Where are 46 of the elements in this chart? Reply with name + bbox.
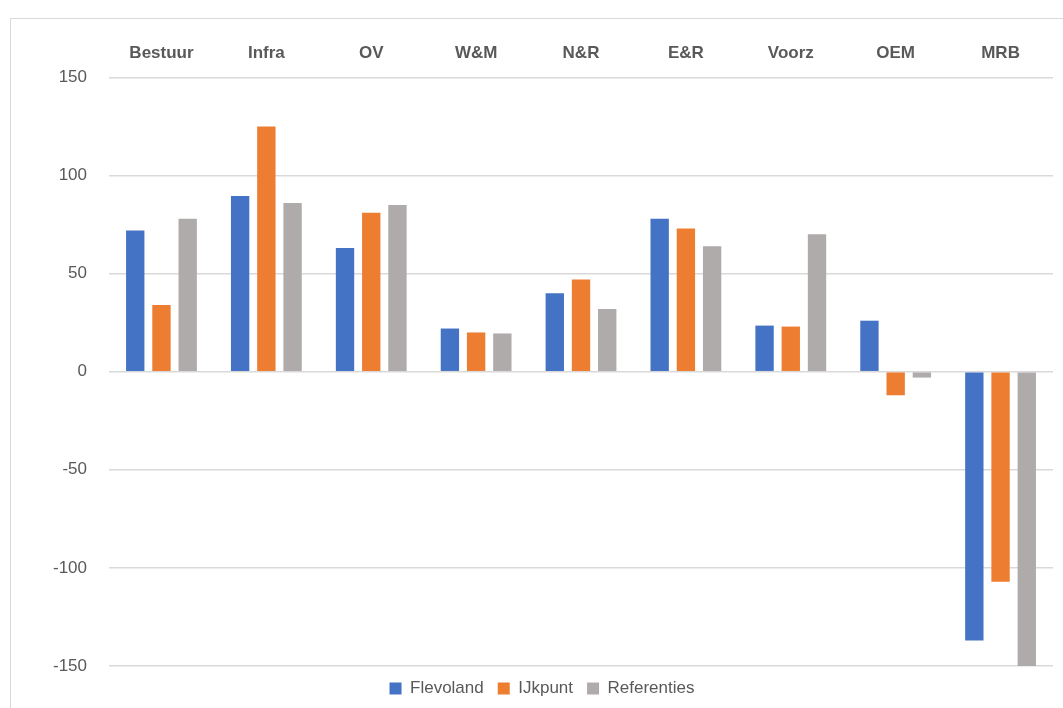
x-tick-label: N&R: [562, 42, 600, 62]
y-tick-label: 100: [58, 165, 88, 185]
bar: [362, 212, 381, 371]
y-tick-label: 0: [77, 361, 88, 381]
y-tick-label: -150: [52, 655, 88, 675]
legend-label: Referenties: [607, 678, 695, 698]
bar: [571, 279, 591, 371]
bar: [388, 204, 407, 371]
x-tick-label: Bestuur: [129, 42, 194, 62]
bar: [126, 230, 145, 371]
bar: [781, 326, 800, 371]
bar: [807, 234, 827, 371]
x-tick-label: E&R: [667, 42, 704, 62]
bar: [598, 308, 617, 371]
legend-label: Flevoland: [410, 678, 484, 698]
bar: [440, 328, 460, 371]
bar: [650, 218, 669, 371]
bar: [178, 218, 197, 371]
y-tick-label: -50: [62, 459, 88, 479]
y-tick-label: 50: [68, 263, 88, 283]
bar: [152, 304, 171, 371]
bar: [283, 202, 302, 371]
x-tick-label: W&M: [454, 42, 498, 62]
bar: [991, 372, 1010, 582]
bar: [493, 333, 512, 371]
x-tick-label: Infra: [247, 42, 286, 62]
bar: [466, 332, 486, 371]
bar: [257, 126, 276, 371]
bar: [702, 246, 722, 371]
bar: [230, 196, 250, 371]
legend-label: IJkpunt: [518, 678, 574, 698]
x-tick-label: OEM: [876, 42, 916, 62]
bar: [335, 248, 355, 371]
bar: [545, 293, 564, 371]
x-tick-label: MRB: [981, 42, 1020, 62]
y-tick-label: 150: [58, 67, 88, 87]
x-tick-label: Voorz: [767, 42, 814, 62]
bar: [965, 372, 984, 641]
bar: [860, 320, 879, 371]
bar: [676, 228, 696, 371]
y-tick-label: -100: [52, 557, 88, 577]
bar: [755, 325, 774, 371]
x-tick-label: OV: [358, 42, 385, 62]
bar: [912, 372, 932, 378]
bar: [1017, 372, 1036, 666]
bar: [886, 372, 905, 396]
